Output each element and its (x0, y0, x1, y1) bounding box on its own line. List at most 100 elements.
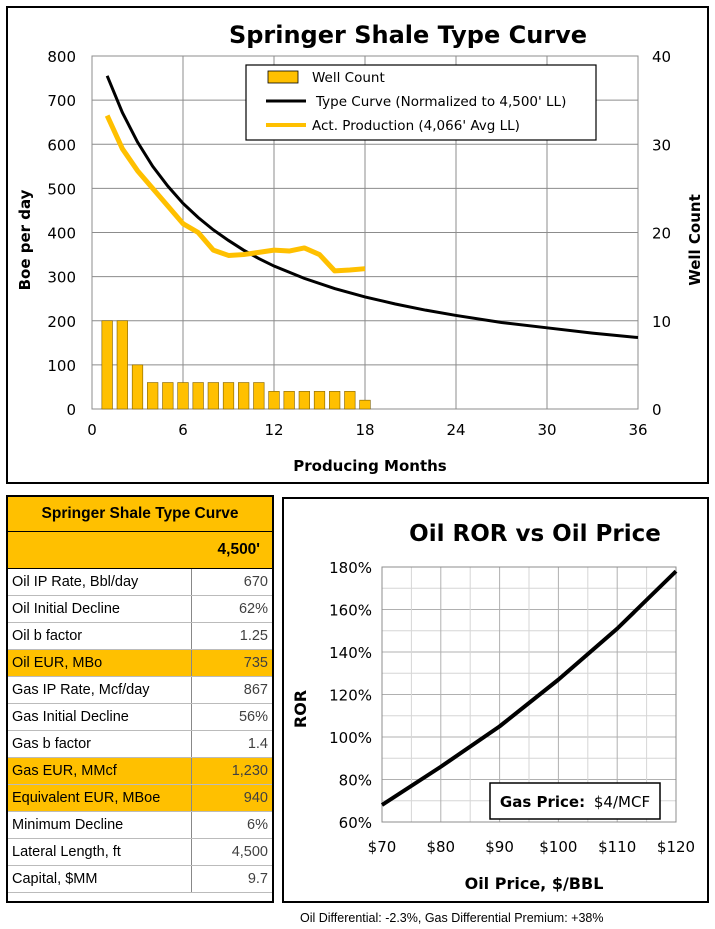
row-label: Gas Initial Decline (8, 703, 192, 731)
well-count-bar (162, 382, 174, 410)
row-label: Oil Initial Decline (8, 595, 192, 623)
row-value: 867 (191, 676, 272, 704)
type-curve-chart-panel: Springer Shale Type Curve 0 100 200 300 400 5… (6, 6, 709, 484)
annotation-value: $4/MCF (594, 793, 650, 811)
row-label: Oil b factor (8, 622, 192, 650)
well-count-bar (313, 391, 326, 410)
well-count-bar (192, 382, 204, 410)
x-tick-label: $110 (598, 838, 636, 856)
axes: 0 100 200 300 400 500 600 700 800 0 6 12 18 24 30 36 0 10… (47, 48, 671, 439)
row-label: Gas IP Rate, Mcf/day (8, 676, 192, 704)
well-count-bar (283, 391, 295, 410)
gas-price-annotation: Gas Price: $4/MCF (489, 782, 661, 820)
series-lines (380, 569, 678, 807)
y-tick-label: 120% (329, 687, 372, 705)
table-row: Gas b factor 1.4 (8, 730, 272, 758)
y-tick-label: 800 (47, 48, 76, 66)
legend-label-type-curve: Type Curve (Normalized to 4,500' LL) (315, 94, 566, 110)
y-tick-label: 300 (47, 269, 76, 287)
x-tick-label: 6 (178, 421, 188, 439)
row-value: 4,500 (191, 838, 272, 866)
legend: Well Count Type Curve (Normalized to 4,5… (245, 64, 597, 141)
type-curve-chart: Springer Shale Type Curve 01002003004005… (16, 21, 704, 475)
well-count-bars (101, 320, 371, 410)
ror-line (380, 569, 678, 807)
axes: 60% 80% 100% 120% 140% 160% 180% $70 $80 $90 $100 $… (329, 559, 695, 856)
act-production-line (104, 114, 366, 274)
well-count-bar (207, 382, 219, 410)
well-count-bar (253, 382, 265, 410)
legend-label-well-count: Well Count (312, 70, 385, 86)
well-count-bar (147, 382, 159, 410)
well-count-bar (344, 391, 356, 410)
x-tick-label: $70 (368, 838, 397, 856)
table-title: Springer Shale Type Curve (8, 497, 272, 532)
well-count-bar (329, 391, 341, 410)
y-tick-label: 700 (47, 92, 76, 110)
row-label: Oil EUR, MBo (8, 649, 192, 677)
y-tick-label: 180% (329, 559, 372, 577)
y2-axis-label: Well Count (686, 194, 704, 286)
table-row: Equivalent EUR, MBoe 940 (8, 784, 272, 812)
row-label: Minimum Decline (8, 811, 192, 839)
x-axis-label: Oil Price, $/BBL (465, 874, 604, 893)
y-tick-label: 400 (47, 225, 76, 243)
y-axis-label: ROR (291, 690, 310, 728)
well-count-bar (116, 320, 128, 410)
type-curve-line (105, 75, 639, 340)
x-axis-label: Producing Months (293, 457, 447, 475)
x-tick-label: $120 (657, 838, 695, 856)
y-tick-label: 80% (339, 772, 372, 790)
x-tick-label: $80 (426, 838, 455, 856)
row-value: 9.7 (191, 865, 272, 893)
row-value: 1.4 (191, 730, 272, 758)
table-row: Minimum Decline 6% (8, 811, 272, 839)
row-label: Lateral Length, ft (8, 838, 192, 866)
y-tick-label: 160% (329, 602, 372, 620)
y2-tick-label: 0 (652, 401, 662, 419)
row-value: 6% (191, 811, 272, 839)
y-tick-label: 200 (47, 313, 76, 331)
y2-tick-label: 10 (652, 313, 671, 331)
x-tick-label: 12 (264, 421, 283, 439)
well-count-bar (131, 364, 144, 410)
plot-area (381, 566, 677, 823)
well-count-bar (238, 382, 250, 410)
x-tick-label: 0 (87, 421, 97, 439)
y-tick-label: 140% (329, 644, 372, 662)
annotation-label: Gas Price: (500, 793, 585, 811)
ror-chart: Oil ROR vs Oil Price 60% 80% 100% 120% 140% 1… (291, 521, 695, 893)
table-row: Oil Initial Decline 62% (8, 595, 272, 623)
row-value: 62% (191, 595, 272, 623)
gridlines (381, 566, 677, 823)
table-row: Capital, $MM 9.7 (8, 865, 272, 893)
svg-text:Gas Price: $4/MCF: Gas Price: $4/MCF (500, 793, 650, 811)
table-row: Gas Initial Decline 56% (8, 703, 272, 731)
y-tick-label: 100 (47, 357, 76, 375)
series-lines (104, 75, 639, 340)
y-tick-label: 100% (329, 729, 372, 747)
row-value: 56% (191, 703, 272, 731)
chart-title: Oil ROR vs Oil Price (409, 521, 661, 547)
row-label: Oil IP Rate, Bbl/day (8, 569, 192, 596)
table-column-header: 4,500' (8, 532, 272, 569)
row-label: Gas EUR, MMcf (8, 757, 192, 785)
y-tick-label: 0 (66, 401, 76, 419)
row-label: Gas b factor (8, 730, 192, 758)
well-count-bar (177, 382, 189, 410)
y2-tick-label: 30 (652, 136, 671, 154)
table-row: Oil b factor 1.25 (8, 622, 272, 650)
table-row: Gas IP Rate, Mcf/day 867 (8, 676, 272, 704)
type-curve-table-panel: Springer Shale Type Curve 4,500' Oil IP … (6, 495, 274, 903)
well-count-bar (359, 399, 371, 410)
row-value: 1.25 (191, 622, 272, 650)
x-tick-label: 24 (446, 421, 465, 439)
well-count-bar (268, 391, 280, 410)
type-curve-table: Oil IP Rate, Bbl/day 670 Oil Initial Decli… (8, 569, 272, 893)
row-value: 670 (191, 569, 272, 596)
legend-label-act-production: Act. Production (4,066' Avg LL) (312, 118, 520, 134)
y-tick-label: 500 (47, 180, 76, 198)
well-count-bar (222, 382, 235, 410)
well-count-bar (101, 320, 113, 410)
table-row: Gas EUR, MMcf 1,230 (8, 757, 272, 785)
